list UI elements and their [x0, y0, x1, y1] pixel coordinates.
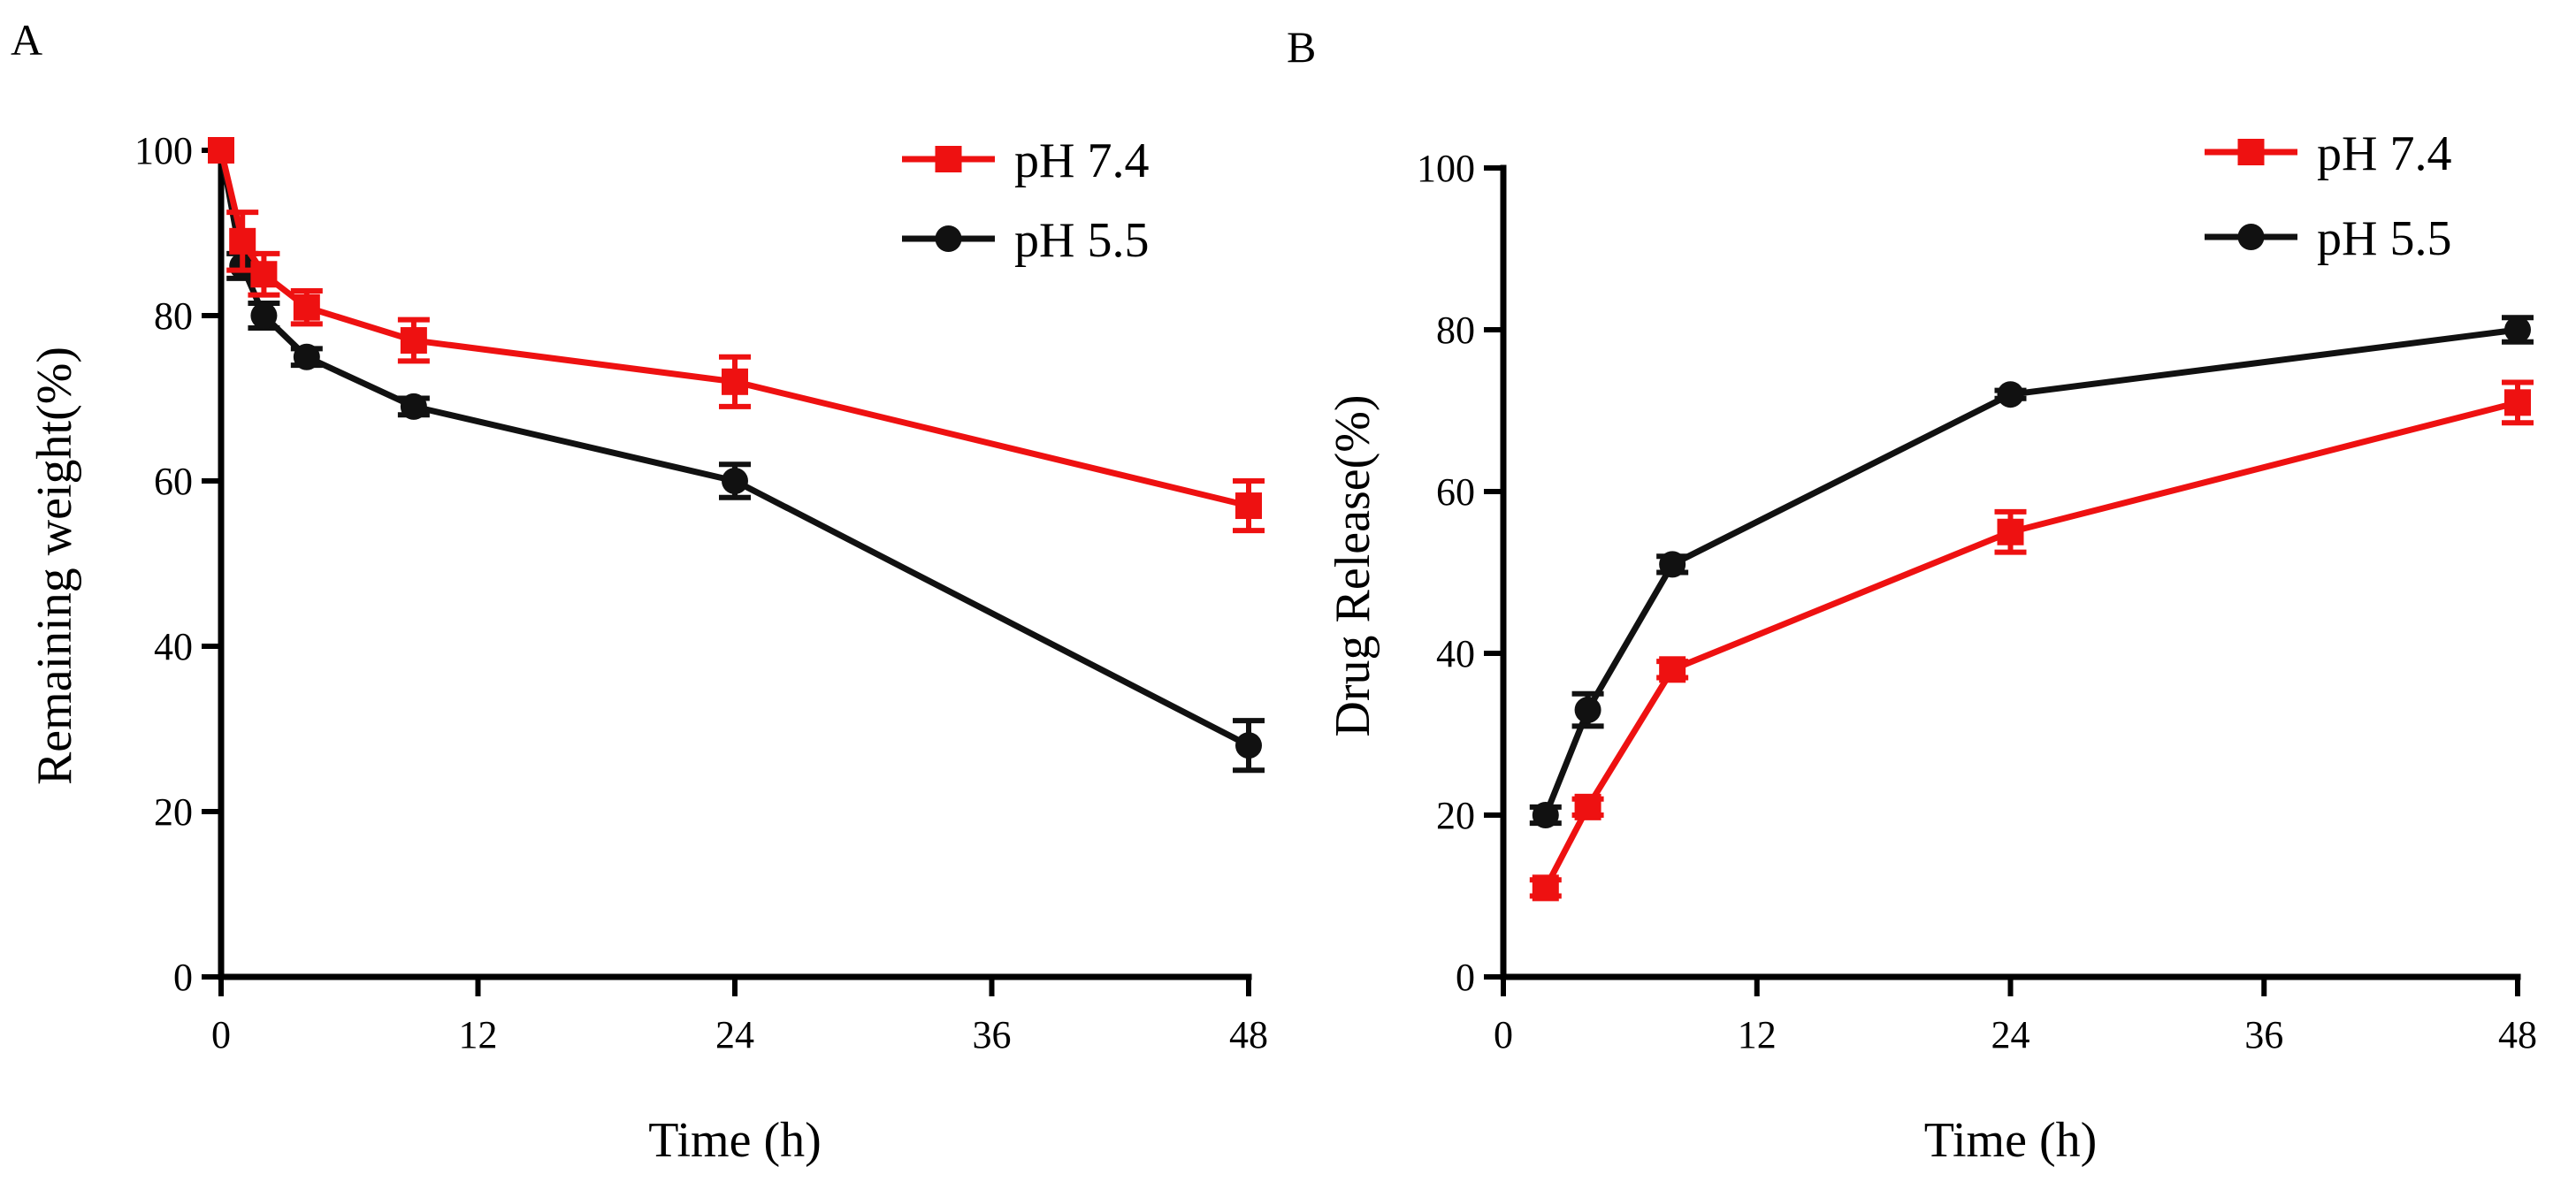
- y-tick-label: 100: [134, 129, 193, 172]
- data-point: [400, 327, 427, 355]
- x-axis-title: Time (h): [1924, 1113, 2098, 1168]
- data-point: [1532, 802, 1559, 828]
- y-tick-label: 20: [1436, 794, 1475, 837]
- data-point: [2504, 316, 2531, 343]
- data-point: [722, 368, 748, 395]
- data-point: [1235, 492, 1262, 520]
- data-point: [1574, 793, 1601, 820]
- data-point: [208, 137, 234, 164]
- data-point: [1235, 732, 1262, 759]
- y-tick-label: 40: [154, 625, 193, 668]
- y-tick-label: 80: [1436, 309, 1475, 352]
- y-axis-title: Drug Release(%): [1326, 394, 1380, 736]
- legend-label: pH 7.4: [2317, 126, 2451, 181]
- y-tick-label: 20: [154, 790, 193, 834]
- legend-marker: [935, 146, 962, 172]
- x-tick-label: 24: [715, 1013, 754, 1056]
- x-axis-title: Time (h): [648, 1113, 822, 1168]
- y-tick-label: 60: [154, 460, 193, 503]
- data-point: [722, 468, 748, 494]
- data-point: [2504, 389, 2531, 416]
- data-point: [1997, 381, 2024, 408]
- y-tick-label: 0: [173, 956, 193, 999]
- chart-panel-b: B 0 20 40 60 80 100 0 12 24 36 48 Time (h) Drug Relea…: [1287, 22, 2537, 1168]
- legend: pH 7.4 pH 5.5: [2205, 126, 2451, 266]
- data-point: [400, 393, 427, 420]
- x-tick-label: 36: [2244, 1013, 2283, 1056]
- series-line: [218, 149, 1250, 509]
- legend-marker: [935, 225, 962, 252]
- x-tick-label: 0: [211, 1013, 231, 1056]
- series-line: [1542, 326, 2519, 817]
- x-tick-label: 48: [1229, 1013, 1268, 1056]
- panel-letter: B: [1287, 22, 1316, 72]
- data-point: [1532, 874, 1559, 902]
- legend-marker: [2237, 224, 2265, 250]
- series-ph-7-4: [208, 137, 1265, 534]
- series-ph-7-4: [1529, 379, 2534, 902]
- y-tick-label: 80: [154, 294, 193, 338]
- data-point: [293, 343, 320, 370]
- panel-letter: A: [11, 15, 42, 65]
- x-tick-label: 12: [459, 1013, 498, 1056]
- data-point: [1659, 551, 1686, 578]
- y-axis-title: Remaining weight(%): [27, 347, 82, 785]
- x-tick-label: 12: [1738, 1013, 1777, 1056]
- data-point: [1574, 697, 1601, 724]
- data-point: [250, 302, 278, 329]
- data-point: [229, 227, 256, 255]
- x-tick-label: 48: [2498, 1013, 2537, 1056]
- series-line: [1542, 399, 2519, 889]
- data-point: [1659, 656, 1686, 683]
- legend-label: pH 5.5: [2317, 211, 2451, 266]
- legend-label: pH 5.5: [1014, 213, 1149, 268]
- series-ph-5-5: [1529, 315, 2534, 828]
- y-tick-label: 100: [1417, 147, 1475, 190]
- chart-panel-a: A 0 20 40 60 80 100 0 12 24 36 48 Time (h) Remaining …: [11, 15, 1268, 1168]
- legend-label: pH 7.4: [1014, 133, 1149, 188]
- x-tick-label: 0: [1494, 1013, 1513, 1056]
- legend-marker: [2237, 139, 2265, 165]
- y-tick-label: 60: [1436, 470, 1475, 514]
- data-point: [293, 294, 320, 321]
- legend: pH 7.4 pH 5.5: [902, 133, 1149, 268]
- y-tick-label: 40: [1436, 632, 1475, 675]
- y-tick-label: 0: [1456, 956, 1475, 999]
- x-tick-label: 24: [1991, 1013, 2030, 1056]
- x-tick-label: 36: [973, 1013, 1012, 1056]
- data-point: [1997, 518, 2024, 545]
- data-point: [250, 261, 278, 288]
